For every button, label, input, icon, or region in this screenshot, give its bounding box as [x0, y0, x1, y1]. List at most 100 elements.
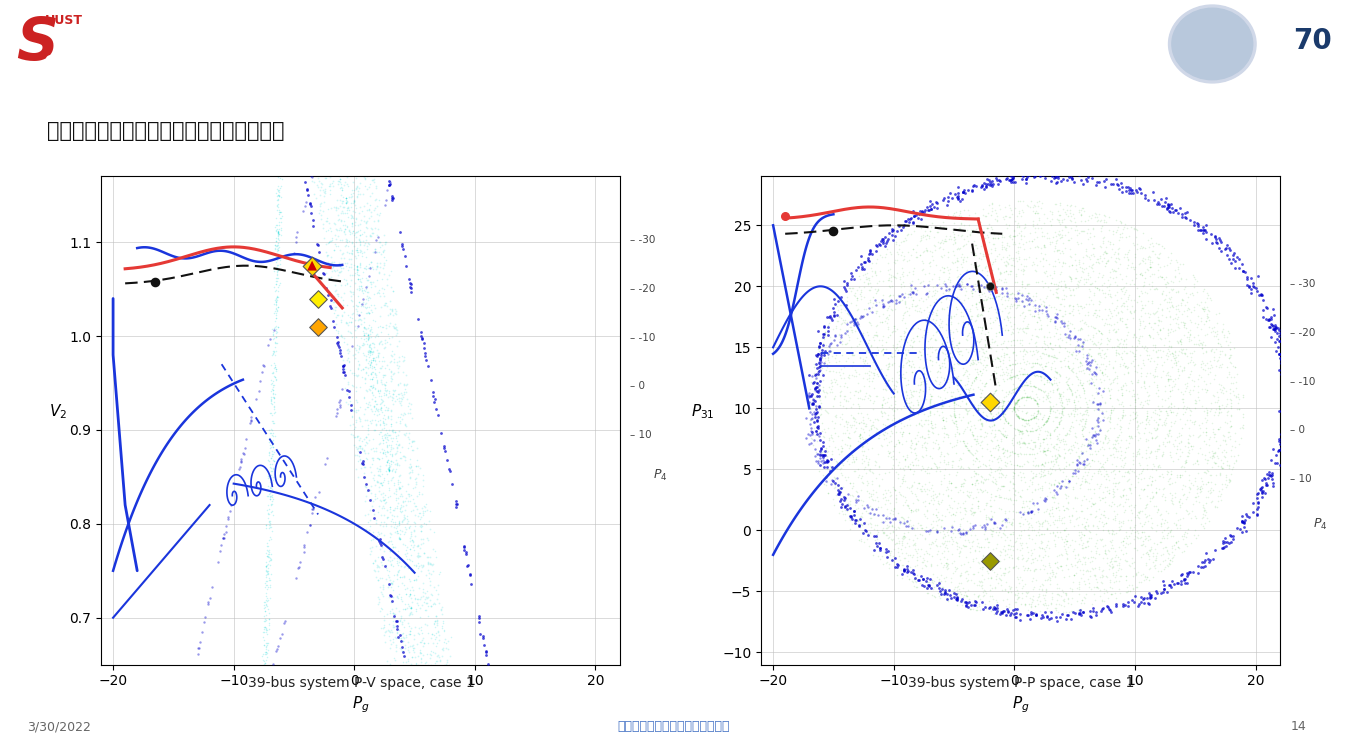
Point	[806, 348, 827, 360]
Point	[1090, 533, 1111, 545]
Point	[1040, 404, 1061, 416]
Point	[1125, 450, 1146, 462]
Point	[994, 529, 1016, 541]
Point	[964, 207, 986, 219]
Point	[1269, 433, 1290, 445]
Point	[349, 309, 370, 321]
Point	[300, 170, 322, 182]
Point	[927, 371, 948, 383]
Point	[407, 547, 428, 559]
Point	[1165, 308, 1187, 320]
Point	[986, 453, 1008, 465]
Point	[342, 225, 364, 237]
Point	[383, 680, 404, 692]
Point	[849, 270, 870, 282]
Point	[915, 204, 936, 216]
Point	[814, 352, 835, 364]
Point	[1216, 339, 1238, 351]
Point	[1100, 406, 1122, 418]
Point	[890, 349, 912, 361]
Point	[947, 318, 968, 330]
Point	[1150, 371, 1172, 383]
Point	[397, 495, 419, 507]
Point	[872, 399, 893, 411]
Point	[827, 309, 849, 321]
Point	[1045, 176, 1067, 188]
Point	[1125, 223, 1146, 235]
Point	[1273, 413, 1294, 425]
Point	[931, 317, 952, 329]
Point	[1133, 483, 1154, 495]
Point	[1214, 445, 1235, 457]
Point	[389, 614, 411, 626]
Point	[1219, 474, 1241, 486]
Point	[326, 140, 348, 152]
Point	[886, 559, 908, 571]
Point	[1079, 291, 1100, 303]
Point	[1043, 569, 1064, 581]
Point	[948, 523, 970, 535]
Point	[1091, 460, 1113, 472]
Point	[326, 311, 348, 323]
Point	[1049, 450, 1071, 462]
Point	[1153, 517, 1175, 529]
Point	[862, 442, 884, 454]
Point	[348, 34, 369, 46]
Point	[1013, 265, 1034, 277]
Point	[379, 464, 400, 476]
Point	[978, 572, 999, 584]
Point	[1057, 360, 1079, 372]
Point	[268, 140, 290, 152]
Point	[827, 300, 849, 312]
Point	[943, 409, 964, 421]
Point	[1184, 317, 1206, 329]
Point	[960, 505, 982, 517]
Point	[357, 286, 379, 298]
Point	[807, 422, 828, 434]
Point	[1032, 446, 1053, 458]
Point	[315, 108, 337, 120]
Point	[878, 309, 900, 321]
Point	[915, 532, 936, 544]
Point	[358, 204, 380, 216]
Point	[962, 377, 983, 389]
Point	[341, 404, 362, 416]
Point	[314, 122, 335, 134]
Point	[397, 646, 419, 658]
Point	[814, 357, 835, 369]
Point	[261, 383, 283, 395]
Point	[1141, 445, 1162, 457]
Point	[923, 201, 944, 213]
Point	[974, 339, 995, 351]
Point	[374, 433, 396, 445]
Point	[1049, 463, 1071, 475]
Point	[315, 166, 337, 178]
Point	[412, 596, 434, 608]
Point	[405, 681, 427, 693]
Point	[345, 98, 366, 110]
Point	[1107, 262, 1129, 274]
Point	[828, 411, 850, 423]
Point	[921, 312, 943, 324]
Point	[1179, 303, 1200, 315]
Point	[345, 172, 366, 184]
Point	[1001, 265, 1022, 277]
Point	[343, 107, 365, 119]
Point	[381, 350, 403, 362]
Point	[356, 523, 377, 535]
Point	[987, 178, 1009, 190]
Point	[913, 367, 935, 379]
Point	[954, 435, 975, 447]
Point	[1018, 287, 1040, 299]
Point	[1033, 418, 1055, 430]
Point	[993, 430, 1014, 442]
Point	[931, 581, 952, 593]
Point	[257, 603, 279, 615]
Point	[956, 526, 978, 538]
Point	[982, 523, 1004, 535]
Point	[923, 485, 944, 497]
Point	[982, 198, 1004, 210]
Point	[403, 725, 424, 737]
Point	[370, 326, 392, 338]
Point	[399, 628, 420, 640]
